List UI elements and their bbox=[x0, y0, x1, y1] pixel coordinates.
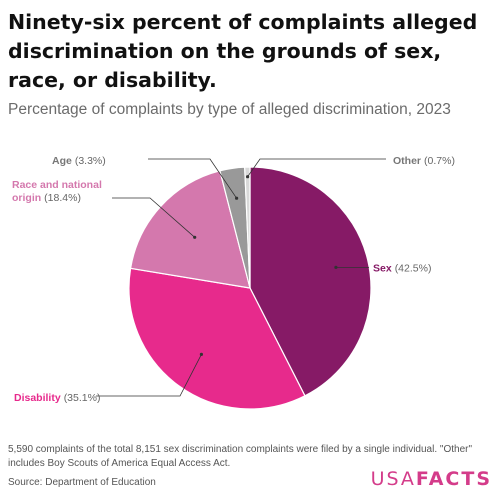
slice-label-race-and-national-origin: Race and national origin (18.4%) bbox=[12, 179, 102, 204]
slice-label-name-race-and-national-origin-1: origin bbox=[12, 192, 41, 204]
footnote: 5,590 complaints of the total 8,151 sex … bbox=[8, 444, 473, 469]
slice-label-value-disability: (35.1%) bbox=[64, 392, 101, 404]
leader-lines bbox=[96, 158, 386, 397]
slice-label-value-sex: (42.5%) bbox=[395, 262, 432, 274]
slice-label-other: Other (0.7%) bbox=[393, 155, 455, 167]
pie-chart: Sex (42.5%) Disability (35.1%) Race and nati… bbox=[12, 155, 455, 410]
slice-label-name-sex-0: Sex bbox=[373, 262, 392, 274]
pie-slice-race-and-national-origin bbox=[129, 170, 251, 289]
pie-slice-other bbox=[244, 166, 251, 289]
usafacts-logo[interactable]: USAFACTS bbox=[371, 468, 492, 490]
slice-label-disability: Disability (35.1%) bbox=[14, 392, 100, 404]
slice-label-value-race-and-national-origin: (18.4%) bbox=[44, 192, 81, 204]
chart-subtitle: Percentage of complaints by type of alle… bbox=[8, 101, 451, 118]
slice-label-name-disability-0: Disability bbox=[14, 392, 61, 404]
pie-slice-sex bbox=[249, 166, 372, 397]
slice-label-name-other-0: Other bbox=[393, 155, 421, 167]
slice-label-name-race-and-national-origin-0: Race and national bbox=[12, 179, 102, 191]
pie-slice-disability bbox=[128, 267, 306, 410]
chart-title: Ninety-six percent of complaints alleged… bbox=[8, 10, 478, 92]
slice-label-value-other: (0.7%) bbox=[424, 155, 455, 167]
slice-labels: Sex (42.5%) Disability (35.1%) Race and nati… bbox=[12, 155, 455, 404]
logo-facts-text: FACTS bbox=[415, 468, 492, 490]
slice-label-age: Age (3.3%) bbox=[52, 155, 106, 167]
source-note: Source: Department of Education bbox=[8, 477, 156, 488]
pie-slices bbox=[128, 166, 372, 410]
leader-line-other bbox=[247, 158, 386, 177]
leader-line-age bbox=[148, 158, 237, 199]
slice-label-name-age-0: Age bbox=[52, 155, 72, 167]
leader-line-disability bbox=[96, 354, 202, 397]
leader-line-race-and-national-origin bbox=[112, 197, 195, 238]
logo-usa-text: USA bbox=[370, 468, 416, 490]
slice-label-value-age: (3.3%) bbox=[75, 155, 106, 167]
slice-label-sex: Sex (42.5%) bbox=[373, 262, 431, 274]
